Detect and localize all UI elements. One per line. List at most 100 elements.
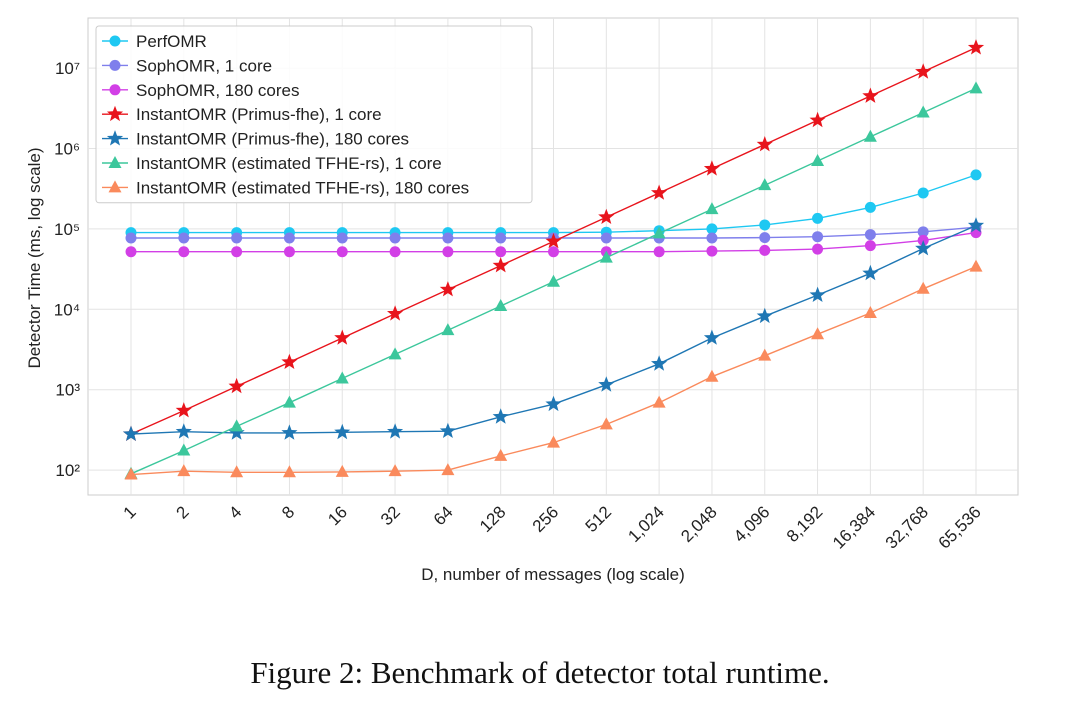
marker [862,87,879,103]
marker [122,425,140,441]
marker [228,424,245,440]
x-tick-label: 512 [582,502,615,535]
marker [175,402,192,418]
marker [441,323,455,336]
marker [282,465,296,478]
marker [706,245,718,257]
marker [811,327,825,340]
marker [283,246,295,258]
marker [915,63,932,79]
marker [442,232,454,244]
y-tick-label: 10⁴ [54,300,80,319]
marker [282,395,296,408]
marker [756,307,773,324]
x-tick-label: 8,192 [783,502,827,546]
marker [547,274,560,287]
marker [598,208,615,224]
y-tick-label: 10³ [55,381,80,400]
legend-label: SophOMR, 1 core [136,56,272,75]
marker [705,202,719,215]
legend-label: SophOMR, 180 cores [136,81,299,100]
marker [811,153,825,166]
marker [599,417,613,430]
marker [281,424,298,440]
legend-label: InstantOMR (Primus-fhe), 180 cores [136,130,409,149]
marker [336,246,348,258]
marker [967,39,985,55]
y-tick-label: 10⁵ [54,220,80,239]
marker [706,232,718,244]
x-tick-label: 64 [430,502,457,529]
legend-marker [109,35,121,47]
marker [389,232,401,244]
marker [809,111,826,128]
marker [335,371,349,384]
x-tick-label: 16 [324,502,351,529]
marker [283,232,295,244]
marker [495,246,507,258]
x-tick-label: 128 [476,502,509,535]
legend-marker [109,59,121,71]
marker [756,136,773,152]
x-tick-label: 8 [278,502,298,522]
x-tick-label: 256 [529,502,562,535]
marker [970,169,982,181]
y-tick-label: 10⁶ [54,140,80,159]
marker [705,369,719,382]
marker [917,187,929,199]
marker [864,240,876,252]
marker [388,347,402,360]
x-tick-label: 65,536 [935,502,985,552]
marker [228,377,245,394]
legend-marker [108,180,122,193]
legend-box [95,25,533,204]
marker [442,246,454,258]
x-tick-label: 4 [225,502,245,522]
marker [651,184,668,200]
marker [599,250,613,263]
marker [495,232,507,244]
marker [441,463,455,476]
x-tick-label: 2 [173,502,193,522]
marker [388,464,402,477]
x-tick-label: 1,024 [624,502,668,546]
marker [547,435,560,448]
marker [175,423,192,439]
marker [492,257,509,273]
marker [545,232,562,249]
marker [230,465,244,478]
marker [125,232,137,244]
marker [178,246,190,258]
legend-marker [108,156,122,168]
marker [916,281,930,294]
marker [387,305,404,321]
marker [336,232,348,244]
legend-marker [109,84,121,96]
x-tick-label: 16,384 [829,502,879,552]
marker [703,329,720,345]
marker [863,129,877,142]
marker [124,467,138,480]
marker [389,246,401,258]
marker [916,105,930,118]
chart: D, number of messages (log scale) Detect… [25,17,1019,584]
marker [494,448,508,461]
x-tick-label: 4,096 [730,502,774,546]
marker [706,223,718,235]
marker [651,355,668,371]
x-tick-label: 2,048 [677,502,721,546]
legend-label: PerfOMR [136,32,207,51]
y-tick-label: 10² [55,461,80,480]
marker [863,305,877,318]
y-tick-label: 10⁷ [55,59,80,78]
marker [917,226,929,238]
marker [759,244,771,256]
legend-marker [106,105,124,122]
legend-marker [106,130,124,146]
marker [812,243,824,255]
marker [231,246,243,258]
marker [758,348,772,361]
figure-caption: Figure 2: Benchmark of detector total ru… [250,655,830,690]
marker [492,408,509,424]
legend-label: InstantOMR (estimated TFHE-rs), 1 core [136,154,442,173]
